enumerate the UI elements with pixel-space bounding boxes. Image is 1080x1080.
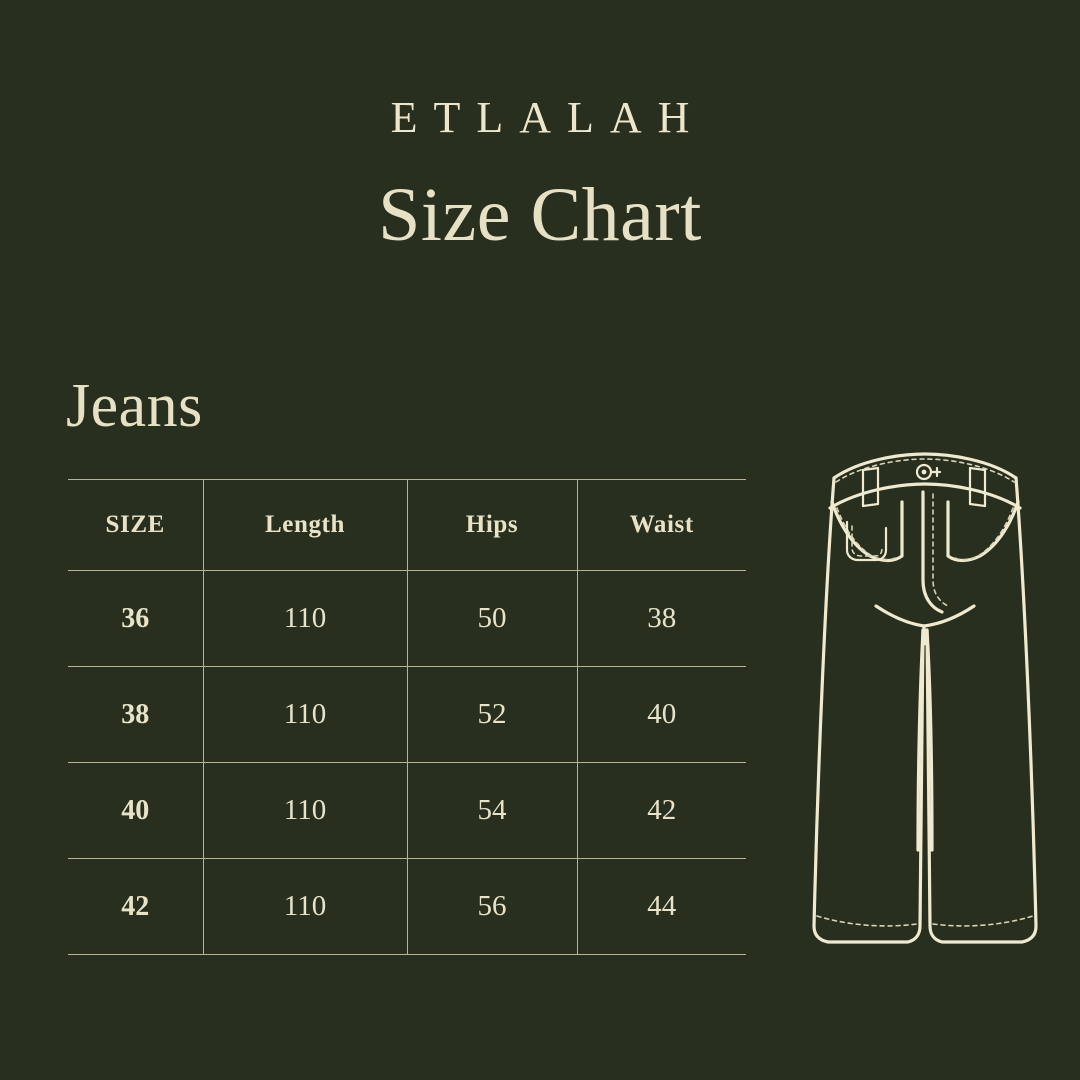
cell-length: 110: [202, 858, 407, 955]
cell-length: 110: [202, 762, 407, 859]
column-header-size: SIZE: [68, 479, 203, 571]
cell-size: 36: [68, 570, 203, 667]
cell-hips: 50: [406, 570, 577, 667]
column-header-length: Length: [202, 479, 407, 571]
table-row: 38 110 52 40: [68, 666, 746, 763]
cell-length: 110: [202, 570, 407, 667]
column-header-hips: Hips: [406, 479, 577, 571]
cell-hips: 52: [406, 666, 577, 763]
cell-waist: 44: [576, 858, 746, 955]
cell-size: 42: [68, 858, 203, 955]
section-title: Jeans: [66, 372, 203, 440]
cell-hips: 54: [406, 762, 577, 859]
page-title: Size Chart: [378, 173, 702, 257]
table-row: 36 110 50 38: [68, 570, 746, 667]
cell-size: 40: [68, 762, 203, 859]
cell-size: 38: [68, 666, 203, 763]
size-table: SIZE Length Hips Waist 36 110 50 38 38 1…: [68, 479, 746, 955]
table-row: 42 110 56 44: [68, 858, 746, 955]
cell-hips: 56: [406, 858, 577, 955]
table-row: 40 110 54 42: [68, 762, 746, 859]
brand-logo: ETLALAH: [390, 93, 706, 142]
cell-waist: 40: [576, 666, 746, 763]
column-header-waist: Waist: [576, 479, 746, 571]
cell-waist: 38: [576, 570, 746, 667]
jeans-illustration: [790, 430, 1060, 970]
cell-length: 110: [202, 666, 407, 763]
table-header-row: SIZE Length Hips Waist: [68, 479, 746, 571]
cell-waist: 42: [576, 762, 746, 859]
